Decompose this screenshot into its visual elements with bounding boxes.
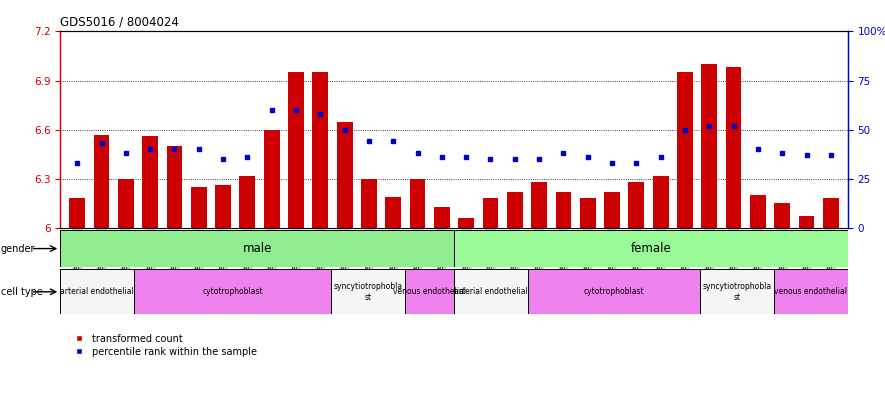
Legend: transformed count, percentile rank within the sample: transformed count, percentile rank withi… xyxy=(65,330,261,361)
Bar xyxy=(404,269,454,314)
Bar xyxy=(454,269,527,314)
Bar xyxy=(191,187,207,228)
Bar xyxy=(774,269,848,314)
Bar xyxy=(701,64,717,228)
Bar xyxy=(142,136,158,228)
Text: venous endothelial: venous endothelial xyxy=(774,287,848,296)
Text: arterial endothelial: arterial endothelial xyxy=(60,287,134,296)
Text: venous endothelial: venous endothelial xyxy=(393,287,466,296)
Text: GDS5016 / 8004024: GDS5016 / 8004024 xyxy=(60,16,179,29)
Bar xyxy=(726,68,742,228)
Bar xyxy=(454,230,848,267)
Text: syncytiotrophobla
st: syncytiotrophobla st xyxy=(334,282,403,301)
Bar xyxy=(677,72,693,228)
Bar xyxy=(69,198,85,228)
Bar xyxy=(60,269,134,314)
Bar xyxy=(361,179,377,228)
Bar xyxy=(166,146,182,228)
Text: cell type: cell type xyxy=(1,287,42,297)
Bar xyxy=(312,72,328,228)
Bar xyxy=(458,218,474,228)
Bar xyxy=(94,135,110,228)
Bar xyxy=(289,72,304,228)
Bar xyxy=(750,195,766,228)
Bar xyxy=(798,217,814,228)
Bar xyxy=(482,198,498,228)
Text: cytotrophoblast: cytotrophoblast xyxy=(202,287,263,296)
Bar xyxy=(507,192,523,228)
Bar xyxy=(60,230,454,267)
Bar xyxy=(331,269,404,314)
Bar xyxy=(264,130,280,228)
Bar xyxy=(240,176,255,228)
Bar xyxy=(700,269,774,314)
Bar xyxy=(774,204,790,228)
Text: male: male xyxy=(242,242,272,255)
Bar xyxy=(604,192,620,228)
Bar xyxy=(336,121,352,228)
Bar xyxy=(653,176,668,228)
Bar xyxy=(118,179,134,228)
Bar xyxy=(531,182,547,228)
Bar xyxy=(823,198,839,228)
Bar xyxy=(580,198,596,228)
Text: arterial endothelial: arterial endothelial xyxy=(454,287,527,296)
Bar xyxy=(385,197,401,228)
Bar xyxy=(215,185,231,228)
Text: gender: gender xyxy=(1,244,35,253)
Bar xyxy=(410,179,426,228)
Bar xyxy=(527,269,700,314)
Text: syncytiotrophobla
st: syncytiotrophobla st xyxy=(703,282,772,301)
Text: female: female xyxy=(630,242,672,255)
Bar xyxy=(134,269,331,314)
Bar xyxy=(556,192,572,228)
Bar xyxy=(434,207,450,228)
Text: cytotrophoblast: cytotrophoblast xyxy=(584,287,644,296)
Bar xyxy=(628,182,644,228)
